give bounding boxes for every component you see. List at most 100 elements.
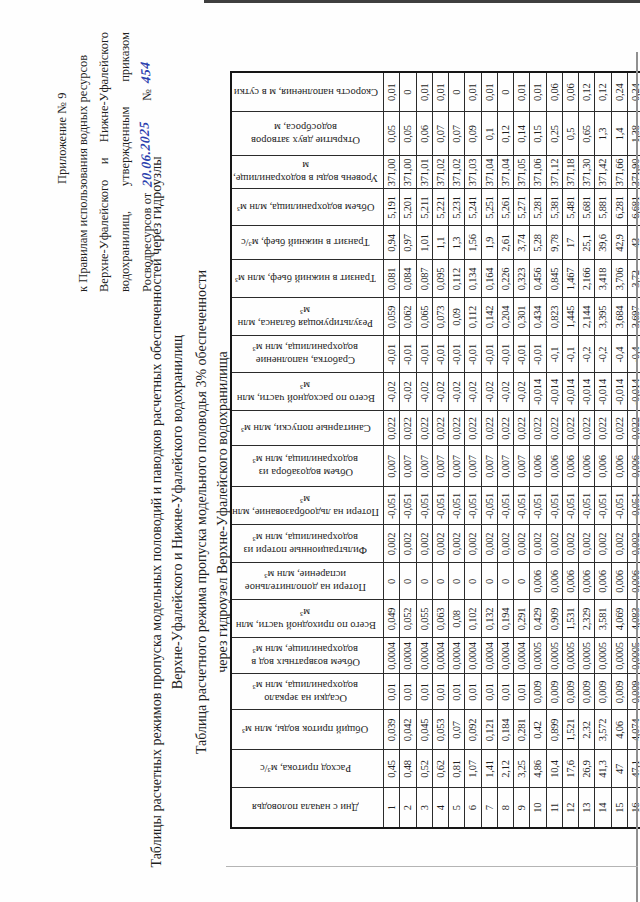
data-cell: 5,251 bbox=[481, 189, 497, 226]
data-cell: 0,022 bbox=[384, 411, 400, 446]
data-cell: 371,03 bbox=[465, 156, 481, 189]
data-cell: 5,241 bbox=[465, 189, 481, 226]
table-row: 20,480,0420,010,00040,05200,002-0,0510,0… bbox=[400, 72, 416, 828]
data-cell: -0,051 bbox=[514, 487, 530, 525]
data-cell: 0,006 bbox=[546, 446, 562, 487]
column-header-label: Скорость наполнения, м в сутки bbox=[234, 86, 378, 99]
data-cell: 1,41 bbox=[481, 750, 497, 788]
data-cell: -0,014 bbox=[627, 373, 640, 411]
column-header: Осадки на зеркало водохранилища, млн м³ bbox=[231, 674, 384, 710]
data-cell: 0,0004 bbox=[449, 638, 465, 674]
data-cell: 0,0004 bbox=[481, 638, 497, 674]
data-cell: -0,2 bbox=[579, 336, 595, 373]
data-cell: 3,418 bbox=[595, 260, 611, 298]
data-cell: 0,1 bbox=[481, 112, 497, 156]
data-cell: 0,002 bbox=[432, 525, 448, 563]
data-cell: -0,051 bbox=[481, 487, 497, 525]
data-cell: 0,002 bbox=[449, 525, 465, 563]
data-cell: 0,022 bbox=[432, 411, 448, 446]
data-cell: 0,281 bbox=[514, 710, 530, 750]
data-cell: -0,051 bbox=[530, 487, 546, 525]
column-header-label: Сработка, наполнение водохранилища, млн … bbox=[232, 342, 379, 368]
column-header-label: Осадки на зеркало водохранилища, млн м³ bbox=[232, 679, 379, 705]
data-cell: -0,01 bbox=[432, 336, 448, 373]
data-cell: 0 bbox=[384, 563, 400, 600]
data-cell: 5,211 bbox=[416, 189, 432, 226]
data-cell: 371,04 bbox=[497, 156, 513, 189]
data-cell: 5,261 bbox=[497, 189, 513, 226]
data-cell: 0,0004 bbox=[465, 638, 481, 674]
column-header: Транзит в нижний бьеф, млн м³ bbox=[231, 260, 384, 298]
column-header: Всего по расходной части, млн м³ bbox=[231, 373, 384, 411]
column-header-label: Объем водохранилища, млн м³ bbox=[237, 201, 374, 214]
data-cell: 0,052 bbox=[400, 600, 416, 638]
data-cell: 0,007 bbox=[449, 446, 465, 487]
data-cell: 4,069 bbox=[611, 600, 627, 638]
data-cell: 1,07 bbox=[465, 750, 481, 788]
data-cell: 371,02 bbox=[449, 156, 465, 189]
data-cell: 0,053 bbox=[432, 710, 448, 750]
data-cell: -0,4 bbox=[611, 336, 627, 373]
data-cell: 0,132 bbox=[481, 600, 497, 638]
data-cell: 5,681 bbox=[579, 189, 595, 226]
data-cell: 371,06 bbox=[530, 156, 546, 189]
data-cell: 41,3 bbox=[595, 750, 611, 788]
column-header: Сработка, наполнение водохранилища, млн … bbox=[231, 336, 384, 373]
data-cell: 0,006 bbox=[627, 446, 640, 487]
data-cell: -0,02 bbox=[449, 373, 465, 411]
data-cell: 2,166 bbox=[579, 260, 595, 298]
data-cell: 1,38 bbox=[627, 112, 640, 156]
data-cell: 0,01 bbox=[465, 674, 481, 710]
data-cell: -0,1 bbox=[546, 336, 562, 373]
data-cell: 0,022 bbox=[481, 411, 497, 446]
data-cell: 0,002 bbox=[481, 525, 497, 563]
data-cell: 2,12 bbox=[497, 750, 513, 788]
column-header-label: Открытие двух затворов водосброса, м bbox=[232, 121, 379, 147]
data-cell: 0,007 bbox=[514, 446, 530, 487]
data-cell: 0,05 bbox=[384, 112, 400, 156]
data-cell: 0,0004 bbox=[514, 638, 530, 674]
number-sign: № bbox=[140, 89, 154, 101]
column-header-label: Транзит в нижний бьеф, м³/с bbox=[241, 237, 369, 250]
scan-artifact-bottom-edge bbox=[226, 866, 638, 867]
data-cell: 0,301 bbox=[514, 298, 530, 336]
day-cell: 10 bbox=[530, 788, 546, 828]
column-header-label: Расход притока, м³/с bbox=[260, 763, 351, 776]
data-cell: 0,08 bbox=[449, 600, 465, 638]
data-cell: -0,01 bbox=[514, 336, 530, 373]
column-header: Скорость наполнения, м в сутки bbox=[231, 72, 384, 112]
data-cell: 0,006 bbox=[530, 563, 546, 600]
data-cell: -0,4 bbox=[627, 336, 640, 373]
annex-line: водохранилищ, утвержденным приказом bbox=[115, 32, 136, 292]
column-header-label: Всего по приходной части, млн м³ bbox=[232, 606, 379, 632]
data-cell: 3,25 bbox=[514, 750, 530, 788]
data-cell: -0,02 bbox=[416, 373, 432, 411]
data-cell: 0,01 bbox=[481, 674, 497, 710]
data-cell: 2,144 bbox=[579, 298, 595, 336]
data-cell: 0,009 bbox=[579, 674, 595, 710]
day-cell: 9 bbox=[514, 788, 530, 828]
data-cell: -0,01 bbox=[481, 336, 497, 373]
data-cell: -0,014 bbox=[595, 373, 611, 411]
data-cell: 0,006 bbox=[530, 446, 546, 487]
annex-line: Верхне-Уфалейского и Нижне-Уфалейского bbox=[94, 32, 115, 292]
data-cell: -0,02 bbox=[465, 373, 481, 411]
data-cell: 0,0005 bbox=[595, 638, 611, 674]
data-cell: 0,65 bbox=[579, 112, 595, 156]
data-cell: 2,61 bbox=[497, 226, 513, 260]
data-cell: 0 bbox=[449, 72, 465, 112]
data-cell: 1,521 bbox=[562, 710, 578, 750]
data-cell: -0,051 bbox=[595, 487, 611, 525]
data-cell: 5,28 bbox=[530, 226, 546, 260]
data-cell: 4,06 bbox=[611, 710, 627, 750]
data-cell: 0,009 bbox=[530, 674, 546, 710]
data-cell: 0,022 bbox=[579, 411, 595, 446]
data-cell: 0,07 bbox=[432, 112, 448, 156]
data-cell: 1,3 bbox=[449, 226, 465, 260]
data-cell: 371,12 bbox=[546, 156, 562, 189]
data-cell: 0,01 bbox=[400, 674, 416, 710]
data-cell: 0,006 bbox=[579, 563, 595, 600]
data-cell: 0,434 bbox=[530, 298, 546, 336]
data-cell: 0,022 bbox=[627, 411, 640, 446]
data-cell: 4,86 bbox=[530, 750, 546, 788]
